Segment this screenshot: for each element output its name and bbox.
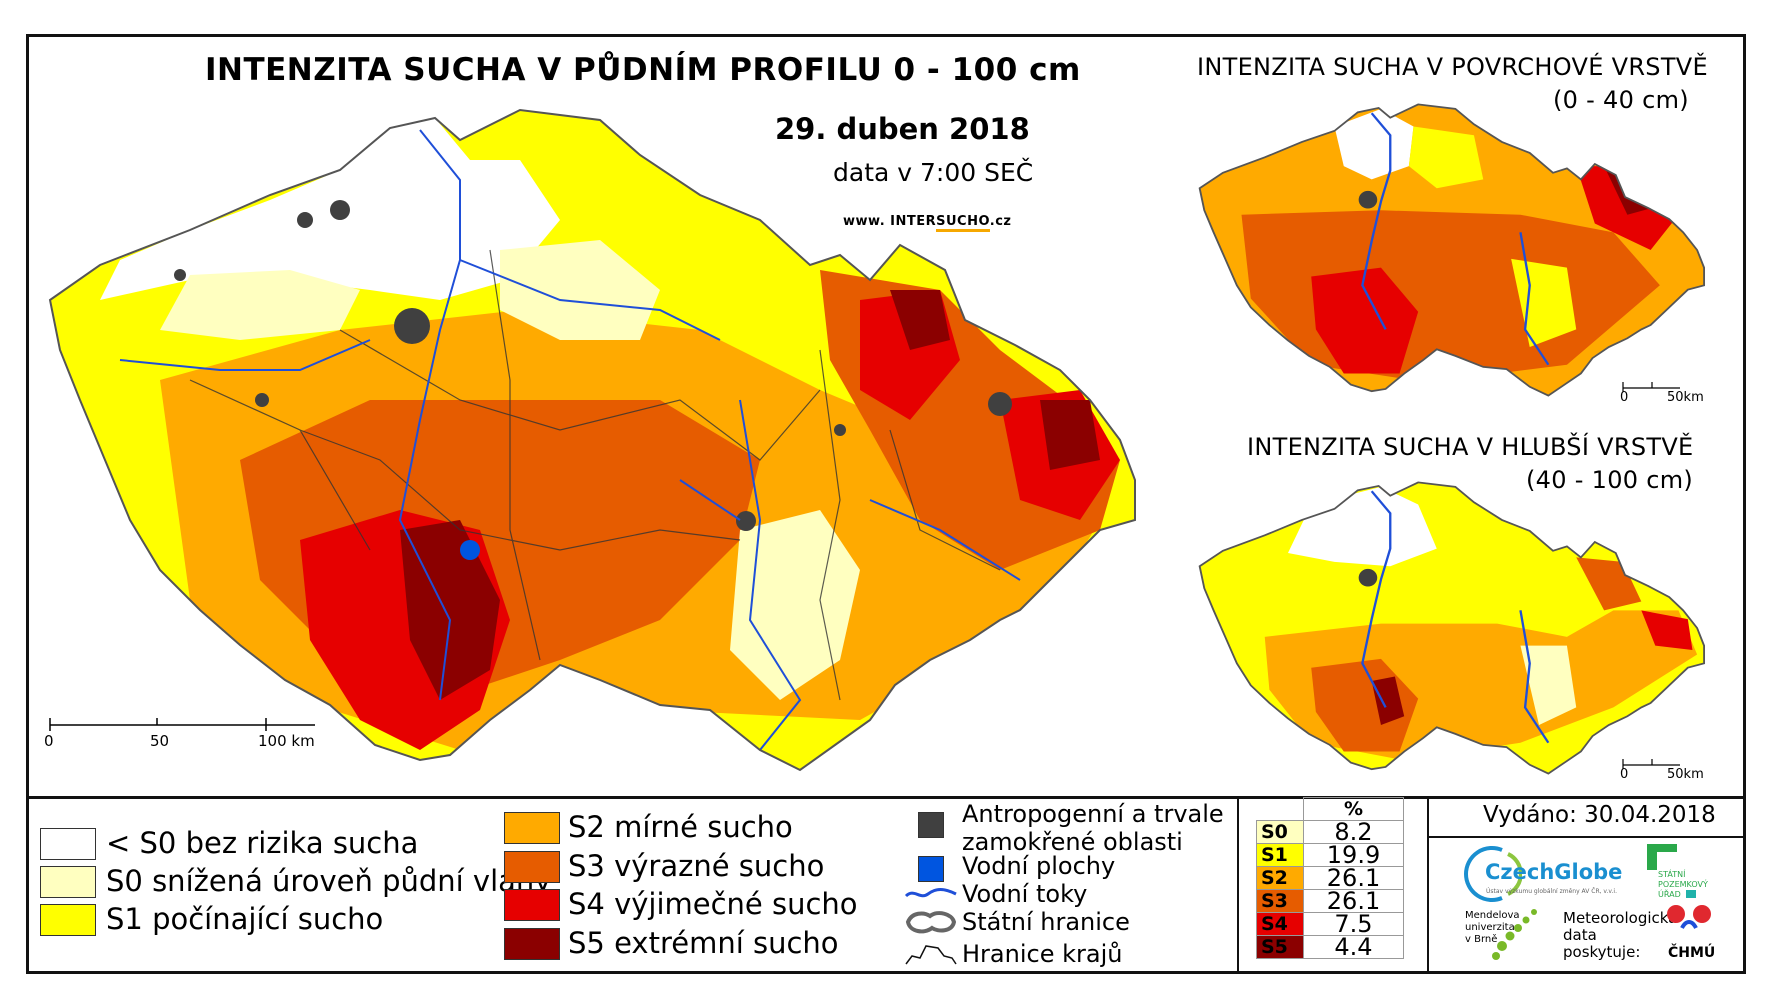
main-map-date: 29. duben 2018 — [775, 112, 1030, 146]
mendelu-line1: Mendelova — [1465, 910, 1520, 921]
table-separator-left — [1237, 797, 1239, 974]
state-border-icon — [905, 911, 957, 934]
mendelu-line3: v Brně — [1465, 934, 1498, 945]
mendelu-line2: univerzita — [1465, 922, 1515, 933]
spu-logo-text: STÁTNÍ POZEMKOVÝ ÚŘAD — [1658, 870, 1708, 900]
spu-line1: STÁTNÍ — [1658, 870, 1686, 879]
percent-value-s0: 8.2 — [1303, 820, 1404, 844]
legend-label-anthropogenic-line2: zamokřené oblasti — [962, 828, 1183, 856]
legend-label-region-border: Hranice krajů — [962, 940, 1123, 968]
meteo-line1: Meteorologická — [1563, 909, 1678, 927]
legend-swatch-s0 — [40, 866, 96, 898]
inset-top-title: INTENZITA SUCHA V POVRCHOVÉ VRSTVĚ — [1197, 53, 1708, 81]
legend-label-s5: S5 extrémní sucho — [568, 926, 839, 960]
legend-swatch-s2 — [504, 812, 560, 844]
legend-swatch-s5 — [504, 928, 560, 960]
mendelu-logo-text: Mendelova univerzita v Brně — [1465, 910, 1520, 946]
spu-logo-icon — [1647, 844, 1677, 870]
table-separator-right — [1427, 797, 1429, 974]
legend-label-s0: S0 snížená úroveň půdní vláhy — [106, 864, 552, 898]
percent-value-s2: 26.1 — [1303, 866, 1404, 890]
inset-top-subtitle: (0 - 40 cm) — [1553, 86, 1689, 114]
percent-row-s4: S4 7.5 — [1256, 912, 1404, 936]
issued-separator — [1429, 836, 1746, 838]
legend-label-anthropogenic-line1: Antropogenní a trvale — [962, 800, 1224, 828]
percent-row-s1: S1 19.9 — [1256, 843, 1404, 867]
inset-top-scale-0: 0 — [1620, 390, 1629, 405]
legend-swatch-s4 — [504, 889, 560, 921]
inset-bottom-scale-50: 50km — [1667, 767, 1704, 782]
main-scale-bar — [49, 718, 315, 731]
inset-top-map — [1198, 103, 1706, 397]
meteo-line3: poskytuje: — [1563, 943, 1641, 961]
czechglobe-logo-subtext: Ústav výzkumu globální změny AV ČR, v.v.… — [1486, 888, 1617, 895]
legend-swatch-s3 — [504, 851, 560, 883]
legend-swatch-anthropogenic — [918, 812, 944, 838]
river-line-icon — [904, 888, 957, 898]
inset-top-scale-50: 50km — [1667, 390, 1704, 405]
website-suffix: .cz — [989, 214, 1012, 229]
inset-bottom-scale-bar — [1622, 759, 1680, 769]
percent-row-s3: S3 26.1 — [1256, 889, 1404, 913]
legend-label-water-streams: Vodní toky — [962, 880, 1088, 908]
legend-label-s1: S1 počínající sucho — [106, 902, 384, 936]
main-scale-0: 0 — [44, 732, 54, 750]
legend-label-state-border: Státní hranice — [962, 908, 1130, 936]
inset-bottom-map — [1198, 481, 1706, 775]
spu-line3: ÚŘAD — [1658, 890, 1681, 899]
percent-table-header: % — [1257, 797, 1404, 821]
percent-code-s1: S1 — [1256, 843, 1304, 867]
main-drought-map — [48, 108, 1136, 772]
chmu-logo-text: ČHMÚ — [1668, 945, 1716, 961]
main-map-title: INTENZITA SUCHA V PŮDNÍM PROFILU 0 - 100… — [205, 52, 1081, 88]
percent-code-s4: S4 — [1256, 912, 1304, 936]
legend-swatch-below-s0 — [40, 828, 96, 860]
region-border-icon — [905, 945, 957, 965]
meteo-data-text: Meteorologická data poskytuje: — [1563, 910, 1677, 961]
legend-label-s3: S3 výrazné sucho — [568, 849, 825, 883]
percent-code-s3: S3 — [1256, 889, 1304, 913]
chmu-logo-icon — [1667, 890, 1711, 930]
main-map-time: data v 7:00 SEČ — [833, 158, 1034, 187]
legend-swatch-water-areas — [918, 856, 944, 882]
website-prefix: www. INTER — [843, 214, 937, 229]
website-highlight: SUCHO — [936, 214, 990, 232]
inset-bottom-subtitle: (40 - 100 cm) — [1526, 466, 1694, 494]
issued-date: Vydáno: 30.04.2018 — [1483, 802, 1716, 828]
meteo-line2: data — [1563, 926, 1597, 944]
legend-label-below-s0: < S0 bez rizika sucha — [106, 826, 419, 860]
percent-table: % S0 8.2 S1 19.9 S2 26.1 S3 26.1 S4 7.5 … — [1256, 797, 1404, 959]
percent-value-s5: 4.4 — [1303, 935, 1404, 959]
mendelu-logo-icon — [1492, 909, 1537, 960]
legend-label-s4: S4 výjimečné sucho — [568, 887, 858, 921]
inset-bottom-title: INTENZITA SUCHA V HLUBŠÍ VRSTVĚ — [1247, 433, 1694, 461]
legend-label-s2: S2 mírné sucho — [568, 810, 793, 844]
main-scale-50: 50 — [150, 732, 170, 750]
czechglobe-logo-text: CzechGlobe — [1485, 860, 1623, 884]
percent-row-s5: S5 4.4 — [1256, 935, 1404, 959]
main-scale-100: 100 km — [258, 732, 315, 750]
legend-label-water-areas: Vodní plochy — [962, 852, 1116, 880]
inset-bottom-scale-0: 0 — [1620, 767, 1629, 782]
percent-value-s1: 19.9 — [1303, 843, 1404, 867]
percent-row-s0: S0 8.2 — [1256, 820, 1404, 844]
percent-code-s2: S2 — [1256, 866, 1304, 890]
percent-header-empty — [1257, 798, 1304, 821]
legend-label-anthropogenic: Antropogenní a trvale zamokřené oblasti — [962, 800, 1224, 856]
legend-swatch-s1 — [40, 904, 96, 936]
percent-code-s0: S0 — [1256, 820, 1304, 844]
percent-code-s5: S5 — [1256, 935, 1304, 959]
czechglobe-logo-icon — [1464, 846, 1522, 902]
spu-line2: POZEMKOVÝ — [1658, 880, 1708, 889]
website-label: www. INTERSUCHO.cz — [843, 214, 1012, 232]
inset-top-scale-bar — [1622, 382, 1680, 392]
legend-separator — [26, 796, 1746, 799]
percent-value-s3: 26.1 — [1303, 889, 1404, 913]
